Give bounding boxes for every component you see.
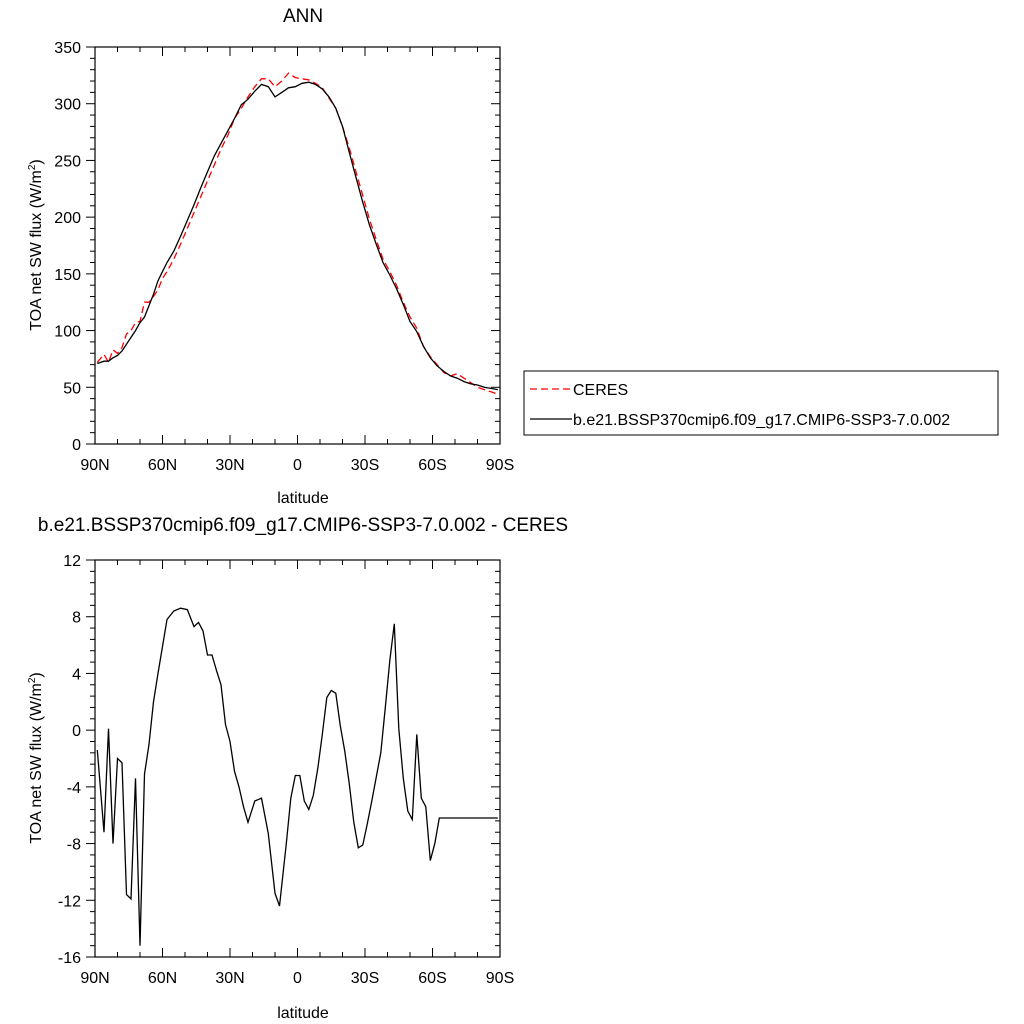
bottom-y-axis-label-close: ) [28,672,45,677]
top-y-tick-label: 350 [54,40,81,57]
bottom-x-axis-label: latitude [277,1005,329,1022]
bottom-y-tick-label: 12 [63,553,81,570]
bottom-x-tick-label: 90S [486,970,514,987]
bottom-y-tick-label: -4 [67,780,81,797]
top-x-tick-label: 30N [215,457,244,474]
top-y-tick-label: 0 [72,437,81,454]
bottom-x-tick-label: 30S [351,970,379,987]
legend-ceres-label: CERES [573,382,628,399]
legend-box [523,370,999,436]
top-chart-panel: ANN 90N 60N 30N 0 30S 60S 90S 0 50 100 150 200 250 30… [27,6,999,507]
bottom-y-axis-label: TOA net SW flux (W/m2) [27,672,45,844]
top-chart-title: ANN [283,6,323,27]
bottom-y-axis-label-main: TOA net SW flux (W/m [28,683,45,844]
bottom-y-tick-label: -8 [67,837,81,854]
bottom-x-tick-label: 90N [80,970,109,987]
top-axis-ticks: 90N 60N 30N 0 30S 60S 90S 0 50 100 150 200 250 300 350 [54,40,514,474]
bottom-chart-panel: b.e21.BSSP370cmip6.f09_g17.CMIP6-SSP3-7.… [27,515,568,1022]
bottom-x-tick-label: 60N [148,970,177,987]
bottom-y-tick-label: -16 [58,950,81,967]
top-series-group [96,72,499,395]
top-x-axis-label: latitude [277,490,329,507]
top-x-tick-label: 0 [293,457,302,474]
top-y-axis-label-superscript: 2 [27,164,38,170]
top-x-tick-label: 90S [486,457,514,474]
bottom-y-tick-label: -12 [58,893,81,910]
top-y-axis-label: TOA net SW flux (W/m2) [27,159,45,331]
top-plot-frame [94,46,501,445]
bottom-y-tick-label: 0 [72,723,81,740]
top-y-tick-label: 100 [54,324,81,341]
bottom-y-tick-label: 8 [72,610,81,627]
top-x-tick-label: 60S [418,457,446,474]
bottom-axis-ticks: 90N 60N 30N 0 30S 60S 90S 12 8 4 0 -4 -8 -12 -16 [58,553,514,987]
top-y-tick-label: 300 [54,97,81,114]
legend: CERES b.e21.BSSP370cmip6.f09_g17.CMIP6-S… [523,370,999,436]
bottom-x-tick-label: 0 [293,970,302,987]
bottom-plot-frame [94,559,501,958]
top-x-tick-label: 60N [148,457,177,474]
bottom-chart-title: b.e21.BSSP370cmip6.f09_g17.CMIP6-SSP3-7.… [38,515,568,536]
top-x-tick-label: 30S [351,457,379,474]
difference-series-line [96,607,498,946]
bottom-x-tick-label: 30N [215,970,244,987]
bottom-series-group [96,607,498,946]
bottom-x-tick-label: 60S [418,970,446,987]
bottom-y-axis-label-superscript: 2 [27,677,38,683]
bottom-y-tick-label: 4 [72,666,81,683]
legend-model-label: b.e21.BSSP370cmip6.f09_g17.CMIP6-SSP3-7.… [573,412,950,429]
top-y-tick-label: 250 [54,153,81,170]
top-y-tick-label: 50 [63,380,81,397]
top-y-tick-label: 150 [54,267,81,284]
top-y-axis-label-main: TOA net SW flux (W/m [28,170,45,331]
ceres-series-line [96,72,499,395]
model-series-line [97,81,498,391]
top-y-axis-label-close: ) [28,159,45,164]
top-x-tick-label: 90N [80,457,109,474]
top-y-tick-label: 200 [54,210,81,227]
